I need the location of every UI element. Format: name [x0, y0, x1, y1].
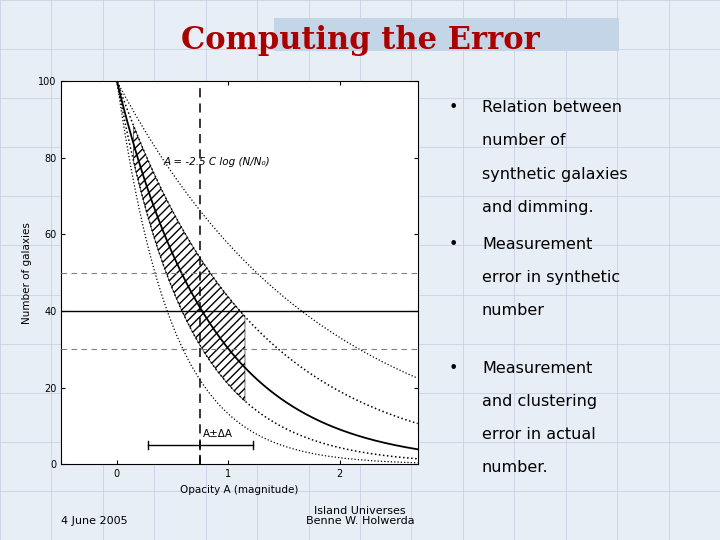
Text: number: number: [482, 302, 545, 318]
Text: number of: number of: [482, 133, 565, 148]
Text: error in synthetic: error in synthetic: [482, 269, 620, 285]
Y-axis label: Number of galaxies: Number of galaxies: [22, 222, 32, 323]
Text: Relation between: Relation between: [482, 100, 622, 116]
Text: •: •: [449, 100, 458, 116]
Text: Computing the Error: Computing the Error: [181, 25, 539, 56]
Text: error in actual: error in actual: [482, 427, 595, 442]
Text: Benne W. Holwerda: Benne W. Holwerda: [306, 516, 414, 526]
Text: synthetic galaxies: synthetic galaxies: [482, 166, 628, 181]
Text: number.: number.: [482, 460, 549, 475]
Text: A = -2.5 C log (N/N₀): A = -2.5 C log (N/N₀): [163, 157, 270, 166]
Text: and dimming.: and dimming.: [482, 200, 593, 214]
Text: •: •: [449, 237, 458, 252]
Text: Measurement: Measurement: [482, 361, 593, 376]
Text: A±ΔA: A±ΔA: [202, 429, 233, 440]
Text: •: •: [449, 361, 458, 376]
X-axis label: Opacity A (magnitude): Opacity A (magnitude): [180, 485, 299, 495]
Text: Island Universes: Island Universes: [314, 505, 406, 516]
Text: Measurement: Measurement: [482, 237, 593, 252]
Text: and clustering: and clustering: [482, 394, 597, 409]
Text: 4 June 2005: 4 June 2005: [61, 516, 128, 526]
